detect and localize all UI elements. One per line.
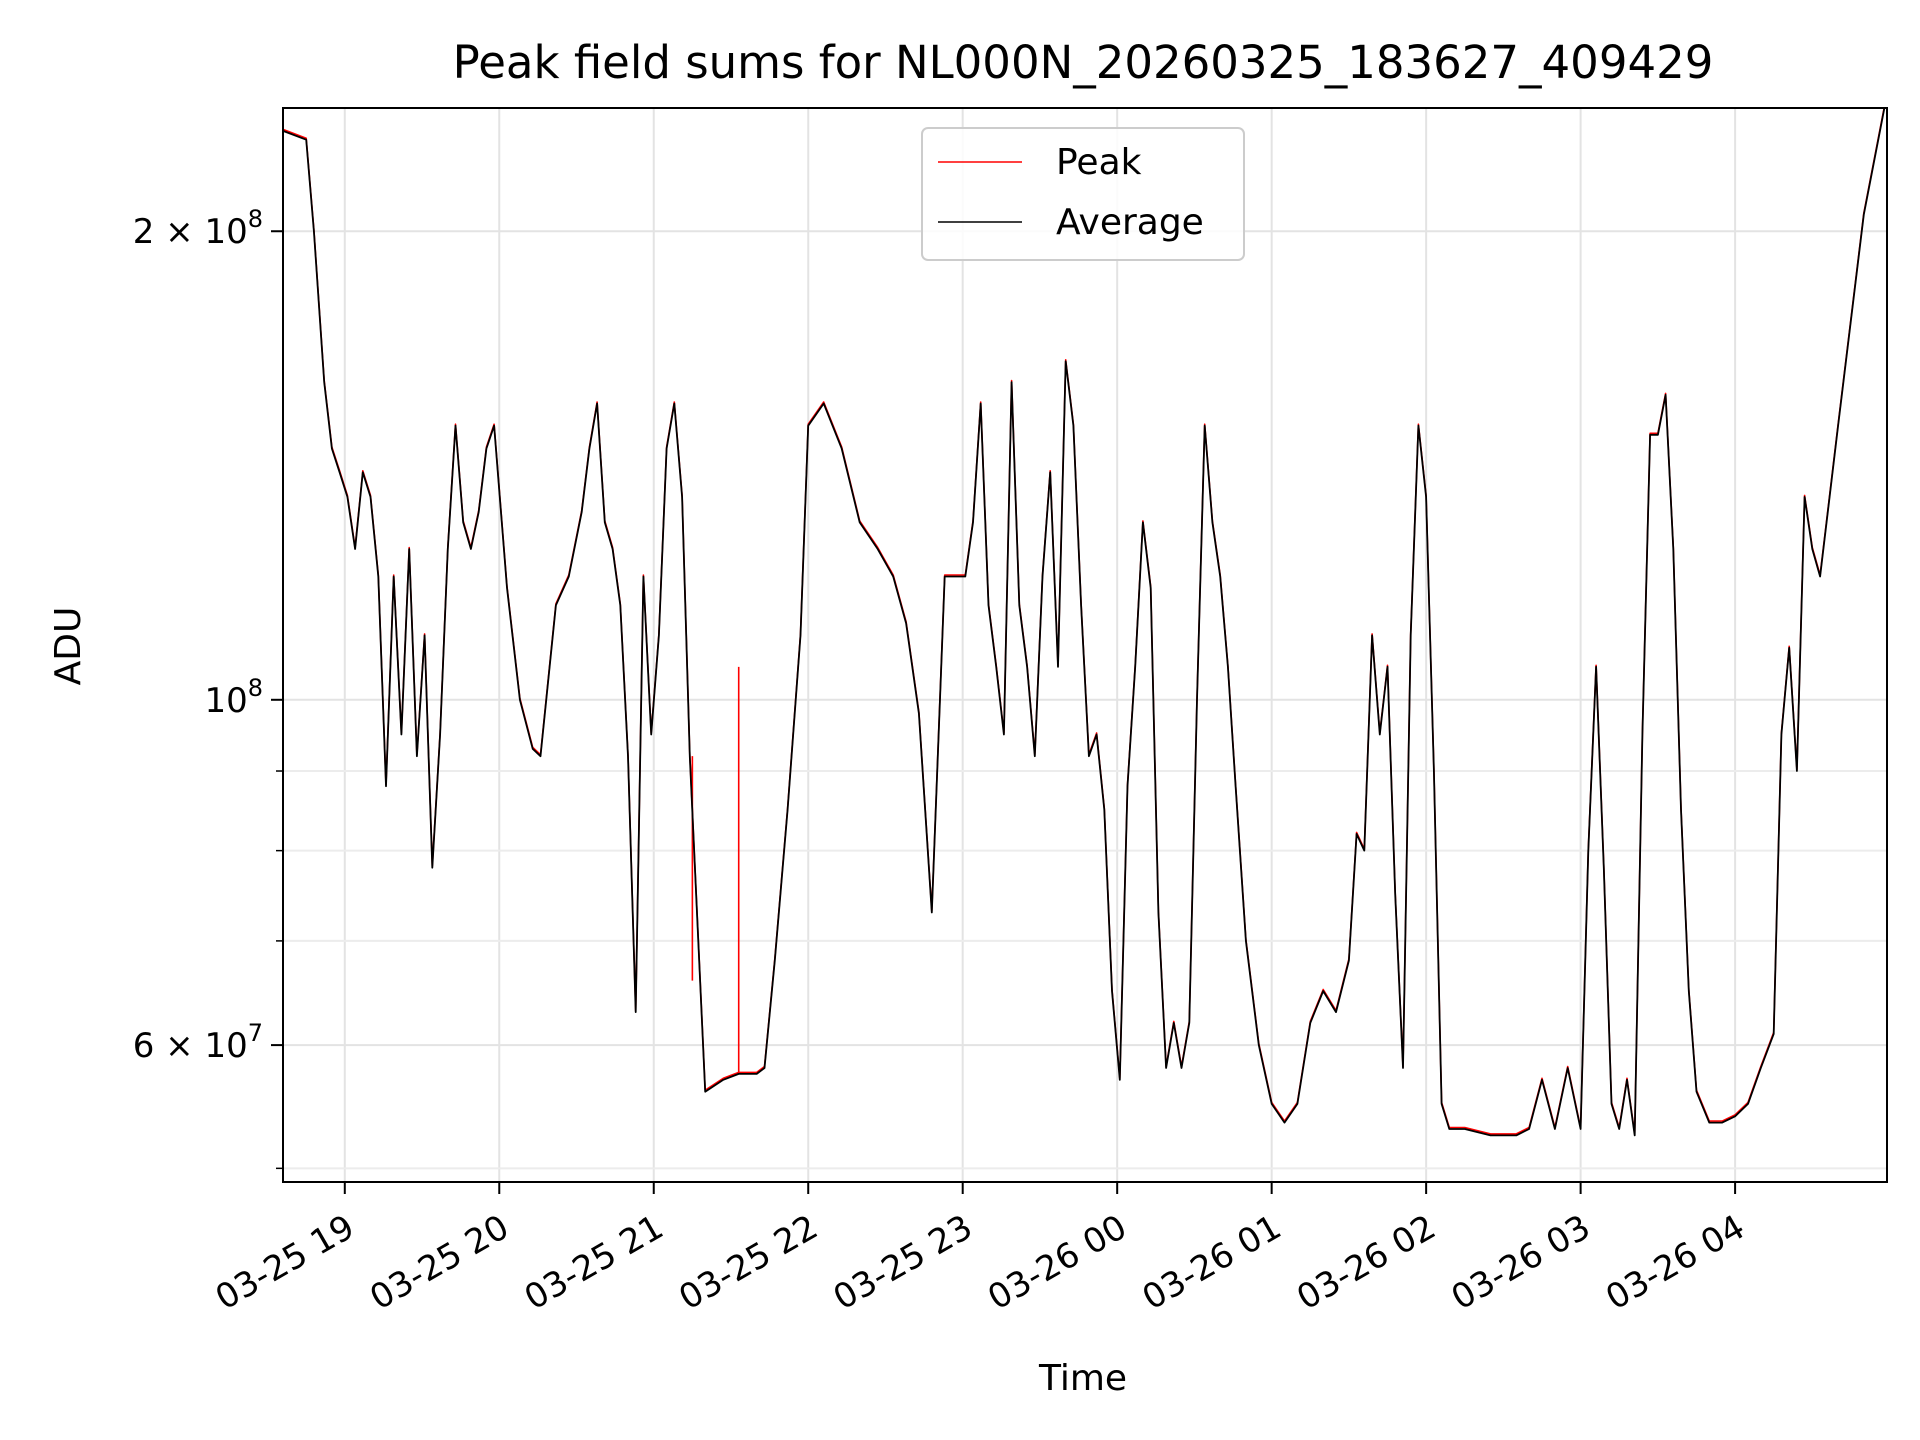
x-axis-label: Time [1038, 1358, 1127, 1399]
y-tick-exponent: 8 [248, 205, 263, 233]
y-tick-label: 6 × 107 [133, 1019, 263, 1066]
legend: Peak Average [921, 127, 1245, 261]
y-axis-label: ADU [48, 607, 89, 686]
y-tick-exponent: 8 [248, 674, 263, 702]
y-tick-exponent: 7 [248, 1019, 263, 1047]
plot-frame [282, 107, 1888, 1183]
legend-box [921, 127, 1245, 261]
series-layer [283, 108, 1886, 1137]
legend-average-label: Average [1056, 202, 1204, 243]
legend-peak-label: Peak [1056, 142, 1142, 183]
chart-title: Peak field sums for NL000N_20260325_1836… [453, 36, 1714, 89]
y-tick-label: 2 × 108 [133, 205, 263, 252]
grid [283, 108, 1887, 1182]
average-series-line [283, 108, 1886, 1137]
